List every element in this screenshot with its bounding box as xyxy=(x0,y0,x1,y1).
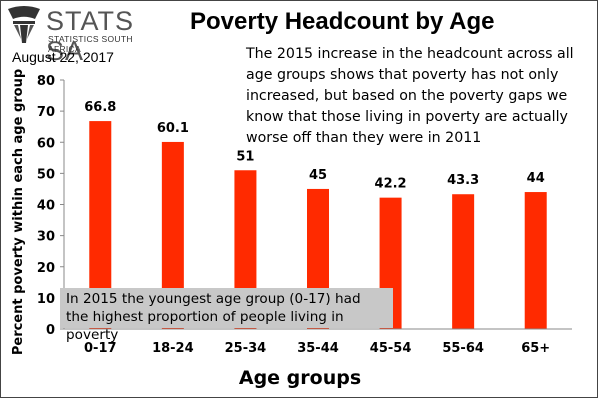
y-tick-label: 70 xyxy=(37,105,55,120)
bar-value-label: 42.2 xyxy=(375,177,407,192)
chart-date: August 22, 2017 xyxy=(12,49,114,65)
y-tick-label: 40 xyxy=(37,199,55,214)
x-tick-label: 0-17 xyxy=(84,341,117,356)
x-tick-label: 18-24 xyxy=(152,341,194,356)
y-tick-label: 80 xyxy=(37,74,55,89)
y-tick-label: 0 xyxy=(46,323,55,338)
bar-value-label: 44 xyxy=(527,171,545,186)
y-tick-label: 30 xyxy=(37,230,55,245)
x-tick-label: 45-54 xyxy=(370,341,412,356)
bar-value-label: 43.3 xyxy=(447,173,479,188)
stats-sa-emblem-icon xyxy=(8,6,40,43)
y-axis-ticks: 0 10 20 30 40 50 60 70 80 xyxy=(37,74,64,338)
callout-note: In 2015 the youngest age group (0-17) ha… xyxy=(60,288,393,343)
chart-title: Poverty Headcount by Age xyxy=(190,8,495,35)
value-labels-group: 66.8 60.1 51 45 42.2 43.3 44 xyxy=(84,100,545,192)
y-tick-label: 60 xyxy=(37,136,55,151)
bar-18-24 xyxy=(161,141,184,329)
logo-name: STATS SA xyxy=(46,6,135,66)
bar-55-64 xyxy=(452,194,475,329)
bar-value-label: 51 xyxy=(236,149,254,164)
y-axis-label: Percent poverty within each age group xyxy=(11,69,26,355)
x-tick-label: 65+ xyxy=(521,341,550,356)
logo-subtitle: STATISTICS SOUTH AFRICA xyxy=(48,34,133,54)
y-tick-label: 10 xyxy=(37,292,55,307)
bar-value-label: 66.8 xyxy=(84,100,116,115)
annotation-note: The 2015 increase in the headcount acros… xyxy=(246,46,574,146)
x-axis-ticks: 0-17 18-24 25-34 35-44 45-54 55-64 65+ xyxy=(84,341,550,356)
stats-sa-logo: STATS SA STATISTICS SOUTH AFRICA xyxy=(4,3,154,66)
bar-0-17 xyxy=(89,121,112,330)
x-tick-label: 25-34 xyxy=(225,341,267,356)
bar-value-label: 45 xyxy=(309,168,327,183)
x-axis-label: Age groups xyxy=(239,367,361,389)
x-tick-label: 35-44 xyxy=(297,341,339,356)
bar-65+ xyxy=(524,192,547,329)
bars-group xyxy=(89,121,547,330)
bar-value-label: 60.1 xyxy=(157,121,189,136)
y-tick-label: 20 xyxy=(37,261,55,276)
y-tick-label: 50 xyxy=(37,167,55,182)
x-tick-label: 55-64 xyxy=(442,341,484,356)
